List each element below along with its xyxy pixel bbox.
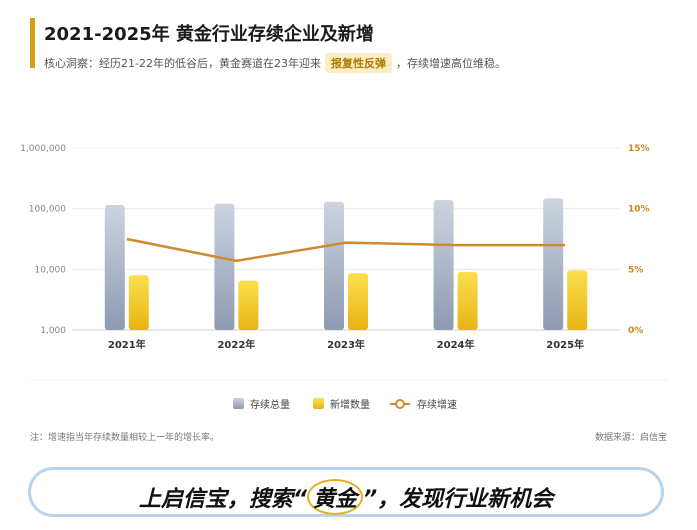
bar-total: [104, 204, 125, 330]
bar-new: [348, 273, 368, 330]
x-tick-label: 2021年: [108, 338, 146, 351]
x-tick-label: 2022年: [217, 338, 255, 351]
y-left-tick-label: 1,000: [40, 326, 66, 336]
banner-suffix: ”，发现行业新机会: [363, 487, 554, 512]
banner-keyword: 黄金: [306, 479, 363, 515]
bar-total: [214, 203, 235, 330]
bar-new: [128, 275, 149, 330]
bar-new: [457, 271, 478, 330]
y-left-tick-label: 1,000,000: [20, 144, 66, 154]
banner-text: 上启信宝，搜索“ 黄金 ”，发现行业新机会: [31, 479, 661, 515]
y-right-tick-label: 10%: [628, 205, 650, 215]
bar-total: [324, 201, 344, 330]
banner-prefix: 上启信宝，搜索“: [138, 487, 307, 512]
insight-text: 核心洞察：经历21-22年的低谷后，黄金赛道在23年迎来 报复性反弹 ，存续增速高位…: [44, 53, 506, 73]
page-title: 2021-2025年 黄金行业存续企业及新增: [44, 24, 374, 45]
y-right-tick-label: 0%: [628, 326, 643, 336]
y-left-tick-label: 10,000: [35, 265, 67, 275]
bar-new: [567, 270, 588, 330]
bar-new: [238, 280, 259, 330]
legend-swatch: [233, 398, 244, 409]
bar-total: [433, 199, 454, 330]
insight-prefix: 核心洞察：经历21-22年的低谷后，黄金赛道在23年迎来: [44, 57, 321, 70]
x-tick-label: 2025年: [546, 338, 584, 351]
legend-label: 存续总量: [250, 398, 290, 411]
x-tick-label: 2023年: [327, 338, 365, 351]
bar-total: [543, 198, 564, 330]
title-accent-bar: [30, 18, 35, 68]
legend-label: 新增数量: [330, 398, 370, 411]
line-growth-rate: [126, 237, 566, 263]
insight-suffix: ，存续增速高位维稳。: [395, 57, 506, 70]
y-left-tick-label: 100,000: [29, 205, 66, 215]
y-right-tick-label: 15%: [628, 144, 650, 154]
legend-swatch: [313, 398, 324, 409]
combo-chart: 1,000 10,000 100,000 1,000,000 0% 5% 10% 15% 202…: [20, 144, 667, 411]
promo-banner[interactable]: 上启信宝，搜索“ 黄金 ”，发现行业新机会: [28, 467, 664, 517]
data-source: 数据来源：启信宝: [594, 433, 667, 443]
legend-marker: [395, 399, 405, 409]
footnote: 注：增速指当年存续数量相较上一年的增长率。: [30, 433, 220, 443]
y-right-tick-label: 5%: [628, 265, 643, 275]
insight-highlight-badge: 报复性反弹: [324, 53, 392, 73]
x-tick-label: 2024年: [437, 338, 475, 351]
legend-label: 存续增速: [417, 398, 457, 411]
